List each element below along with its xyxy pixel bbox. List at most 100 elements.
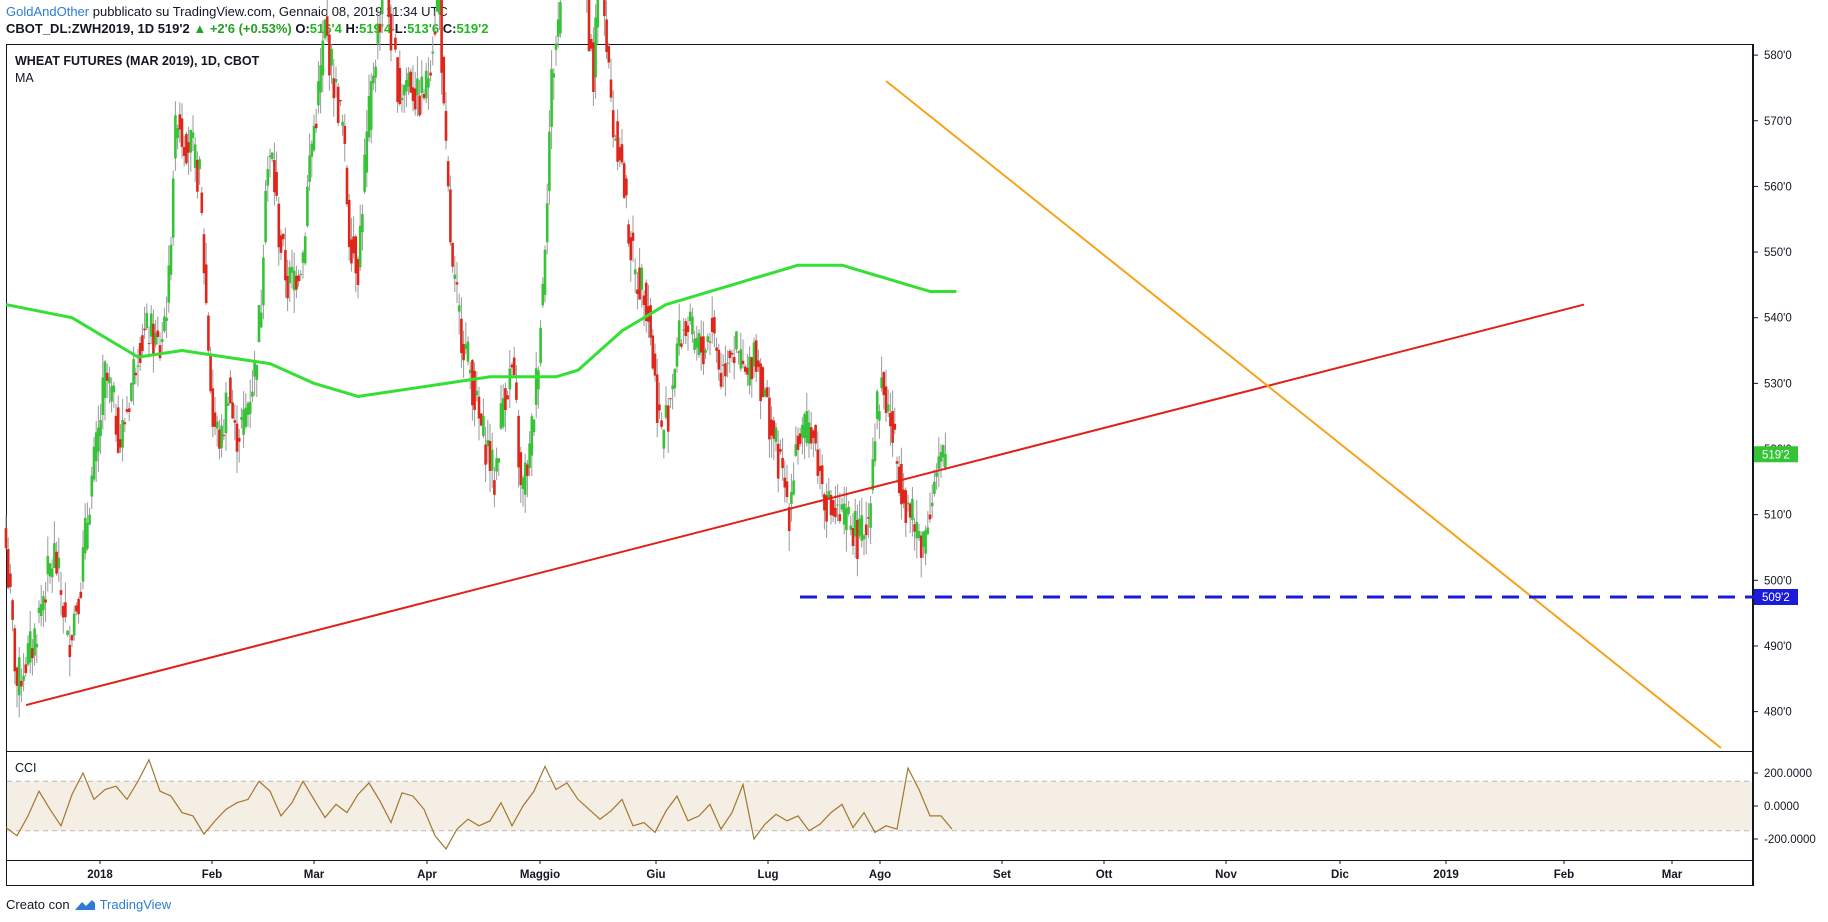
candle-down [343,125,347,144]
candle-up [543,249,547,295]
candle-up [508,368,512,390]
cci-line-group [5,758,953,850]
candle-down [275,171,278,196]
resistance-trendline [885,80,1722,749]
candle-down [119,439,122,448]
candle-down [787,507,791,531]
close-value: 519'2 [456,21,489,36]
candle-down [396,57,399,103]
candle-down [651,335,655,369]
candle-up [39,604,43,617]
candle-up [83,517,87,554]
candle-up [319,65,322,93]
candle-down [622,163,626,198]
candle-down [686,325,690,333]
candle-up [860,515,864,541]
candle-down [746,367,749,375]
candle-up [361,213,364,233]
candle-up [482,415,485,436]
candle-up [112,385,116,393]
candle-down [607,46,611,63]
candle-down [728,350,732,359]
candle-up [924,530,927,554]
candle-down [713,317,716,334]
candle-up [697,333,701,356]
candle-down [13,628,17,672]
candle-down [517,415,520,468]
candle-up [790,492,793,504]
candle-down [125,409,129,412]
candle-down [6,548,10,588]
symbol-name: CBOT_DL:ZWH2019, 1D [6,21,155,36]
candle-up [662,429,666,449]
candle-up [840,504,844,510]
candle-up [330,48,333,66]
candle-up [640,267,644,290]
candle-up [292,270,296,291]
time-tick-label: Maggio [520,869,560,881]
candle-down [642,295,646,306]
price-tick-label: 510'0 [1764,510,1792,522]
candle-down [455,282,459,285]
cci-tick-label: -200.0000 [1764,834,1816,846]
candle-down [741,360,745,365]
candle-down [204,264,208,304]
chart-title: WHEAT FUTURES (MAR 2019), 1D, CBOT [15,54,260,68]
candle-down [328,34,331,76]
candle-down [908,503,912,518]
candle-down [625,178,628,196]
candle-down [812,430,815,438]
candle-down [218,429,221,449]
candle-down [776,443,780,479]
candle-down [754,340,758,372]
candles-group [4,0,947,718]
candle-down [116,407,120,453]
candle-up [145,312,149,329]
candle-up [317,81,320,106]
author-link[interactable]: GoldAndOther [6,4,90,19]
time-tick-label: Lug [757,869,778,881]
tradingview-link[interactable]: TradingView [99,897,172,912]
candle-up [559,2,562,34]
candle-up [46,556,50,575]
price-labels-group: 519'2 509'2 [1754,446,1798,605]
candle-up [242,409,245,435]
candle-down [314,123,318,129]
candle-up [706,336,710,342]
candle-up [26,643,30,665]
candle-down [64,602,67,618]
candle-down [928,514,932,520]
candle-down [180,118,184,147]
candle-down [743,366,747,372]
candle-up [101,377,105,416]
candle-down [156,330,160,337]
candle-down [200,192,204,213]
candle-down [24,664,28,674]
candle-up [407,72,410,87]
candle-up [259,312,263,328]
candle-down [31,648,34,659]
candle-up [193,144,197,168]
candle-down [477,396,481,419]
candle-up [299,273,303,275]
candle-up [17,657,21,696]
candle-up [675,343,679,367]
candle-down [187,142,190,153]
candle-up [673,369,677,389]
candle-up [86,522,89,549]
candle-up [424,70,428,99]
candle-down [70,635,74,641]
candle-down [605,19,608,53]
candle-down [44,599,47,603]
candle-down [919,535,923,558]
candle-down [433,31,437,35]
candle-down [829,495,833,516]
candle-up [752,342,756,367]
candle-up [922,531,925,547]
candle-up [266,169,270,186]
candle-down [418,95,421,116]
candle-down [20,680,23,687]
time-axis-ticks: 2018 Feb Mar Apr Maggio Giu Lug Ago Set Ott Nov Dic… [87,860,1683,881]
candle-up [501,398,505,427]
